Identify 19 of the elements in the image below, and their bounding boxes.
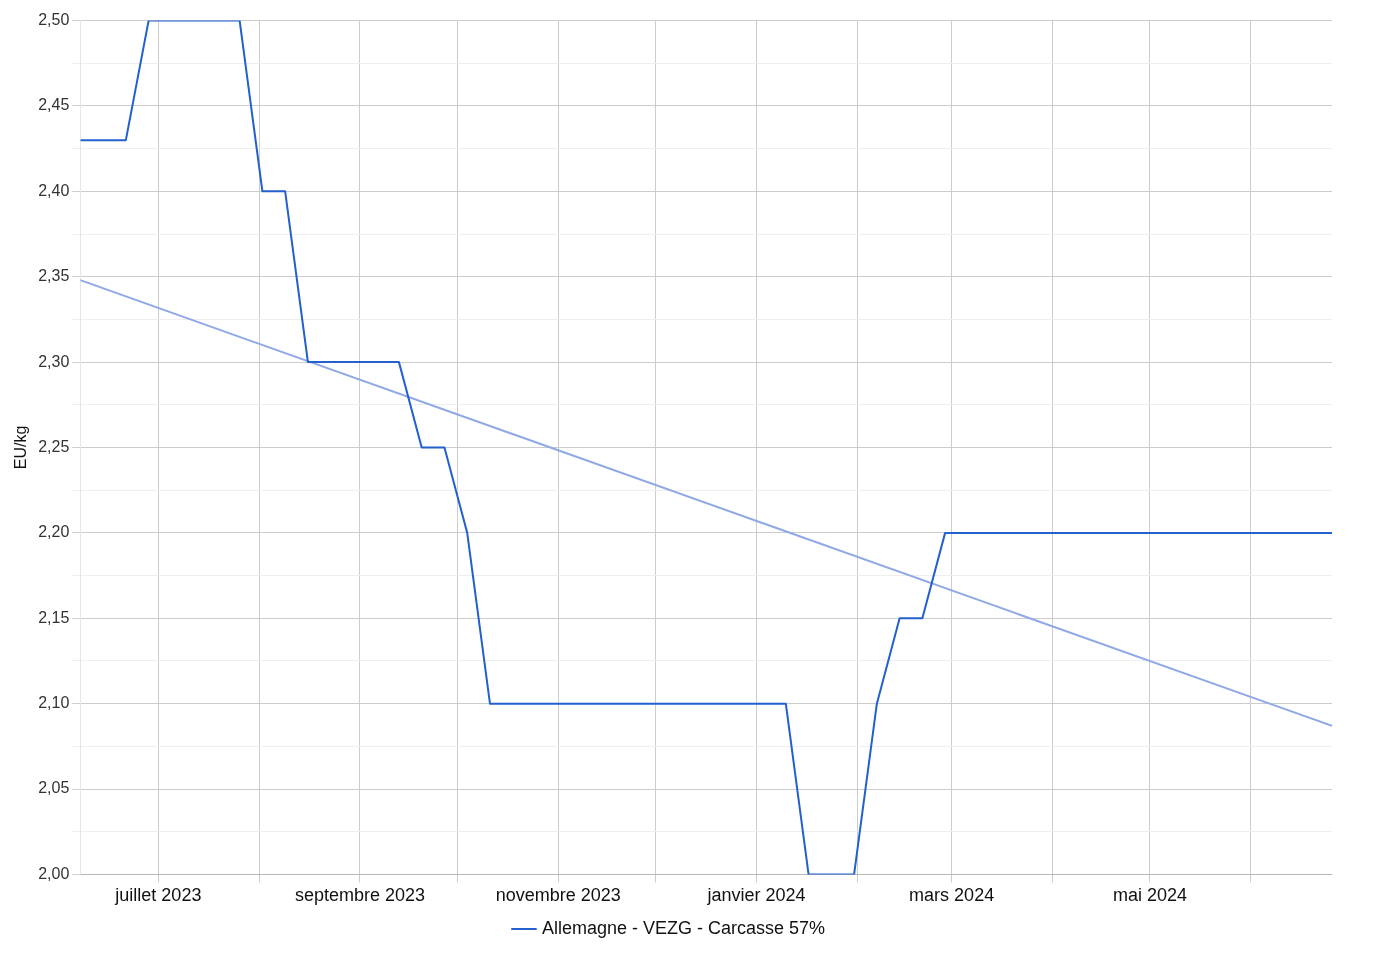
legend-label: Allemagne - VEZG - Carcasse 57% <box>541 917 826 938</box>
x-tick-label: mars 2024 <box>909 885 995 906</box>
x-tick-label: novembre 2023 <box>495 885 621 906</box>
y-tick-label: 2,50 <box>38 11 70 29</box>
y-tick-label: 2,15 <box>38 608 70 626</box>
y-axis-title: EU/kg <box>12 425 30 470</box>
x-tick-label: janvier 2024 <box>706 885 806 906</box>
y-tick-label: 2,30 <box>38 352 70 370</box>
y-tick-label: 2,40 <box>38 181 70 199</box>
y-tick-label: 2,45 <box>38 96 70 114</box>
y-tick-label: 2,05 <box>38 779 70 797</box>
y-tick-label: 2,25 <box>38 437 70 455</box>
y-tick-label: 2,10 <box>38 694 70 712</box>
y-tick-label: 2,00 <box>38 864 70 882</box>
x-tick-label: septembre 2023 <box>294 885 425 906</box>
y-tick-label: 2,20 <box>38 523 70 541</box>
x-tick-label: mai 2024 <box>1112 885 1187 906</box>
y-tick-label: 2,35 <box>38 267 70 285</box>
x-tick-label: juillet 2023 <box>114 885 202 906</box>
